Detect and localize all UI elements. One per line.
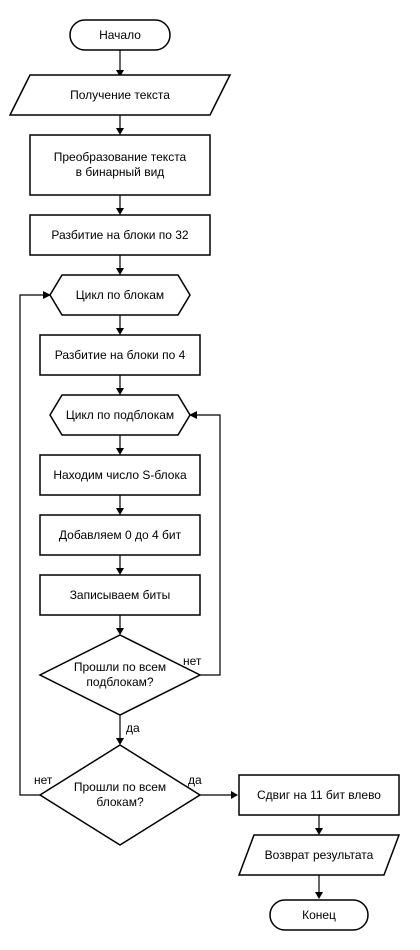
edge-label-blocks-yes: да (188, 773, 202, 787)
edge-checkblocks-no (19, 294, 45, 796)
node-check-blocks: Прошли по всем блокам? (38, 744, 202, 846)
edge-checksub-no (195, 414, 221, 676)
edge-label-blocks-no: нет (34, 773, 53, 787)
node-convert-label-line1: Преобразование текста (54, 150, 187, 164)
arrowhead (116, 208, 124, 215)
node-convert-label-line2: в бинарный вид (76, 165, 165, 179)
node-pad-bits: Добавляем 0 до 4 бит (39, 514, 201, 556)
node-split32-label: Разбитие на блоки по 32 (51, 228, 189, 242)
node-check-subblocks-line1: Прошли по всем (74, 660, 166, 674)
node-check-blocks-line1: Прошли по всем (74, 780, 166, 794)
node-input-label: Получение текста (70, 88, 170, 102)
arrowhead (189, 411, 197, 419)
arrowhead (43, 291, 51, 299)
node-check-blocks-line2: блокам? (96, 795, 144, 809)
node-pad-bits-label: Добавляем 0 до 4 бит (59, 528, 182, 542)
arrowhead (116, 388, 124, 395)
node-end: Конец (269, 899, 369, 931)
arrowhead (231, 791, 238, 799)
node-output-label: Возврат результата (265, 848, 374, 862)
node-input: Получение текста (8, 74, 232, 116)
connectors (19, 50, 323, 899)
arrowhead (116, 70, 124, 77)
node-convert: Преобразование текста в бинарный вид (29, 134, 211, 196)
arrowhead (116, 128, 124, 135)
node-write-bits: Записываем биты (39, 574, 201, 616)
node-loop-subblocks: Цикл по подблокам (49, 394, 191, 436)
arrowhead (315, 828, 323, 835)
node-shift: Сдвиг на 11 бит влево (238, 774, 400, 816)
arrowhead (315, 892, 323, 899)
node-find-sbox-label: Находим число S-блока (53, 468, 187, 482)
arrowhead (116, 738, 124, 745)
arrowhead (116, 328, 124, 335)
node-end-label: Конец (302, 908, 336, 922)
node-check-subblocks-line2: подблокам? (86, 675, 153, 689)
node-split4: Разбитие на блоки по 4 (39, 334, 201, 376)
node-split32: Разбитие на блоки по 32 (29, 214, 211, 256)
node-loop-blocks-label: Цикл по блокам (76, 288, 164, 302)
arrowhead (116, 568, 124, 575)
edge-label-sub-no: нет (183, 654, 202, 668)
node-find-sbox: Находим число S-блока (39, 454, 201, 496)
arrowhead (116, 268, 124, 275)
node-loop-subblocks-label: Цикл по подблокам (66, 408, 174, 422)
arrowhead (116, 628, 124, 635)
node-start: Начало (69, 19, 171, 51)
node-check-subblocks: Прошли по всем подблокам? (38, 634, 202, 716)
node-write-bits-label: Записываем биты (70, 588, 171, 602)
node-loop-blocks: Цикл по блокам (49, 274, 191, 316)
edge-label-sub-yes: да (126, 721, 140, 735)
node-start-label: Начало (99, 28, 141, 42)
arrowhead (116, 508, 124, 515)
node-split4-label: Разбитие на блоки по 4 (55, 348, 186, 362)
node-output: Возврат результата (237, 834, 401, 876)
node-shift-label: Сдвиг на 11 бит влево (257, 788, 381, 802)
arrowhead (116, 448, 124, 455)
